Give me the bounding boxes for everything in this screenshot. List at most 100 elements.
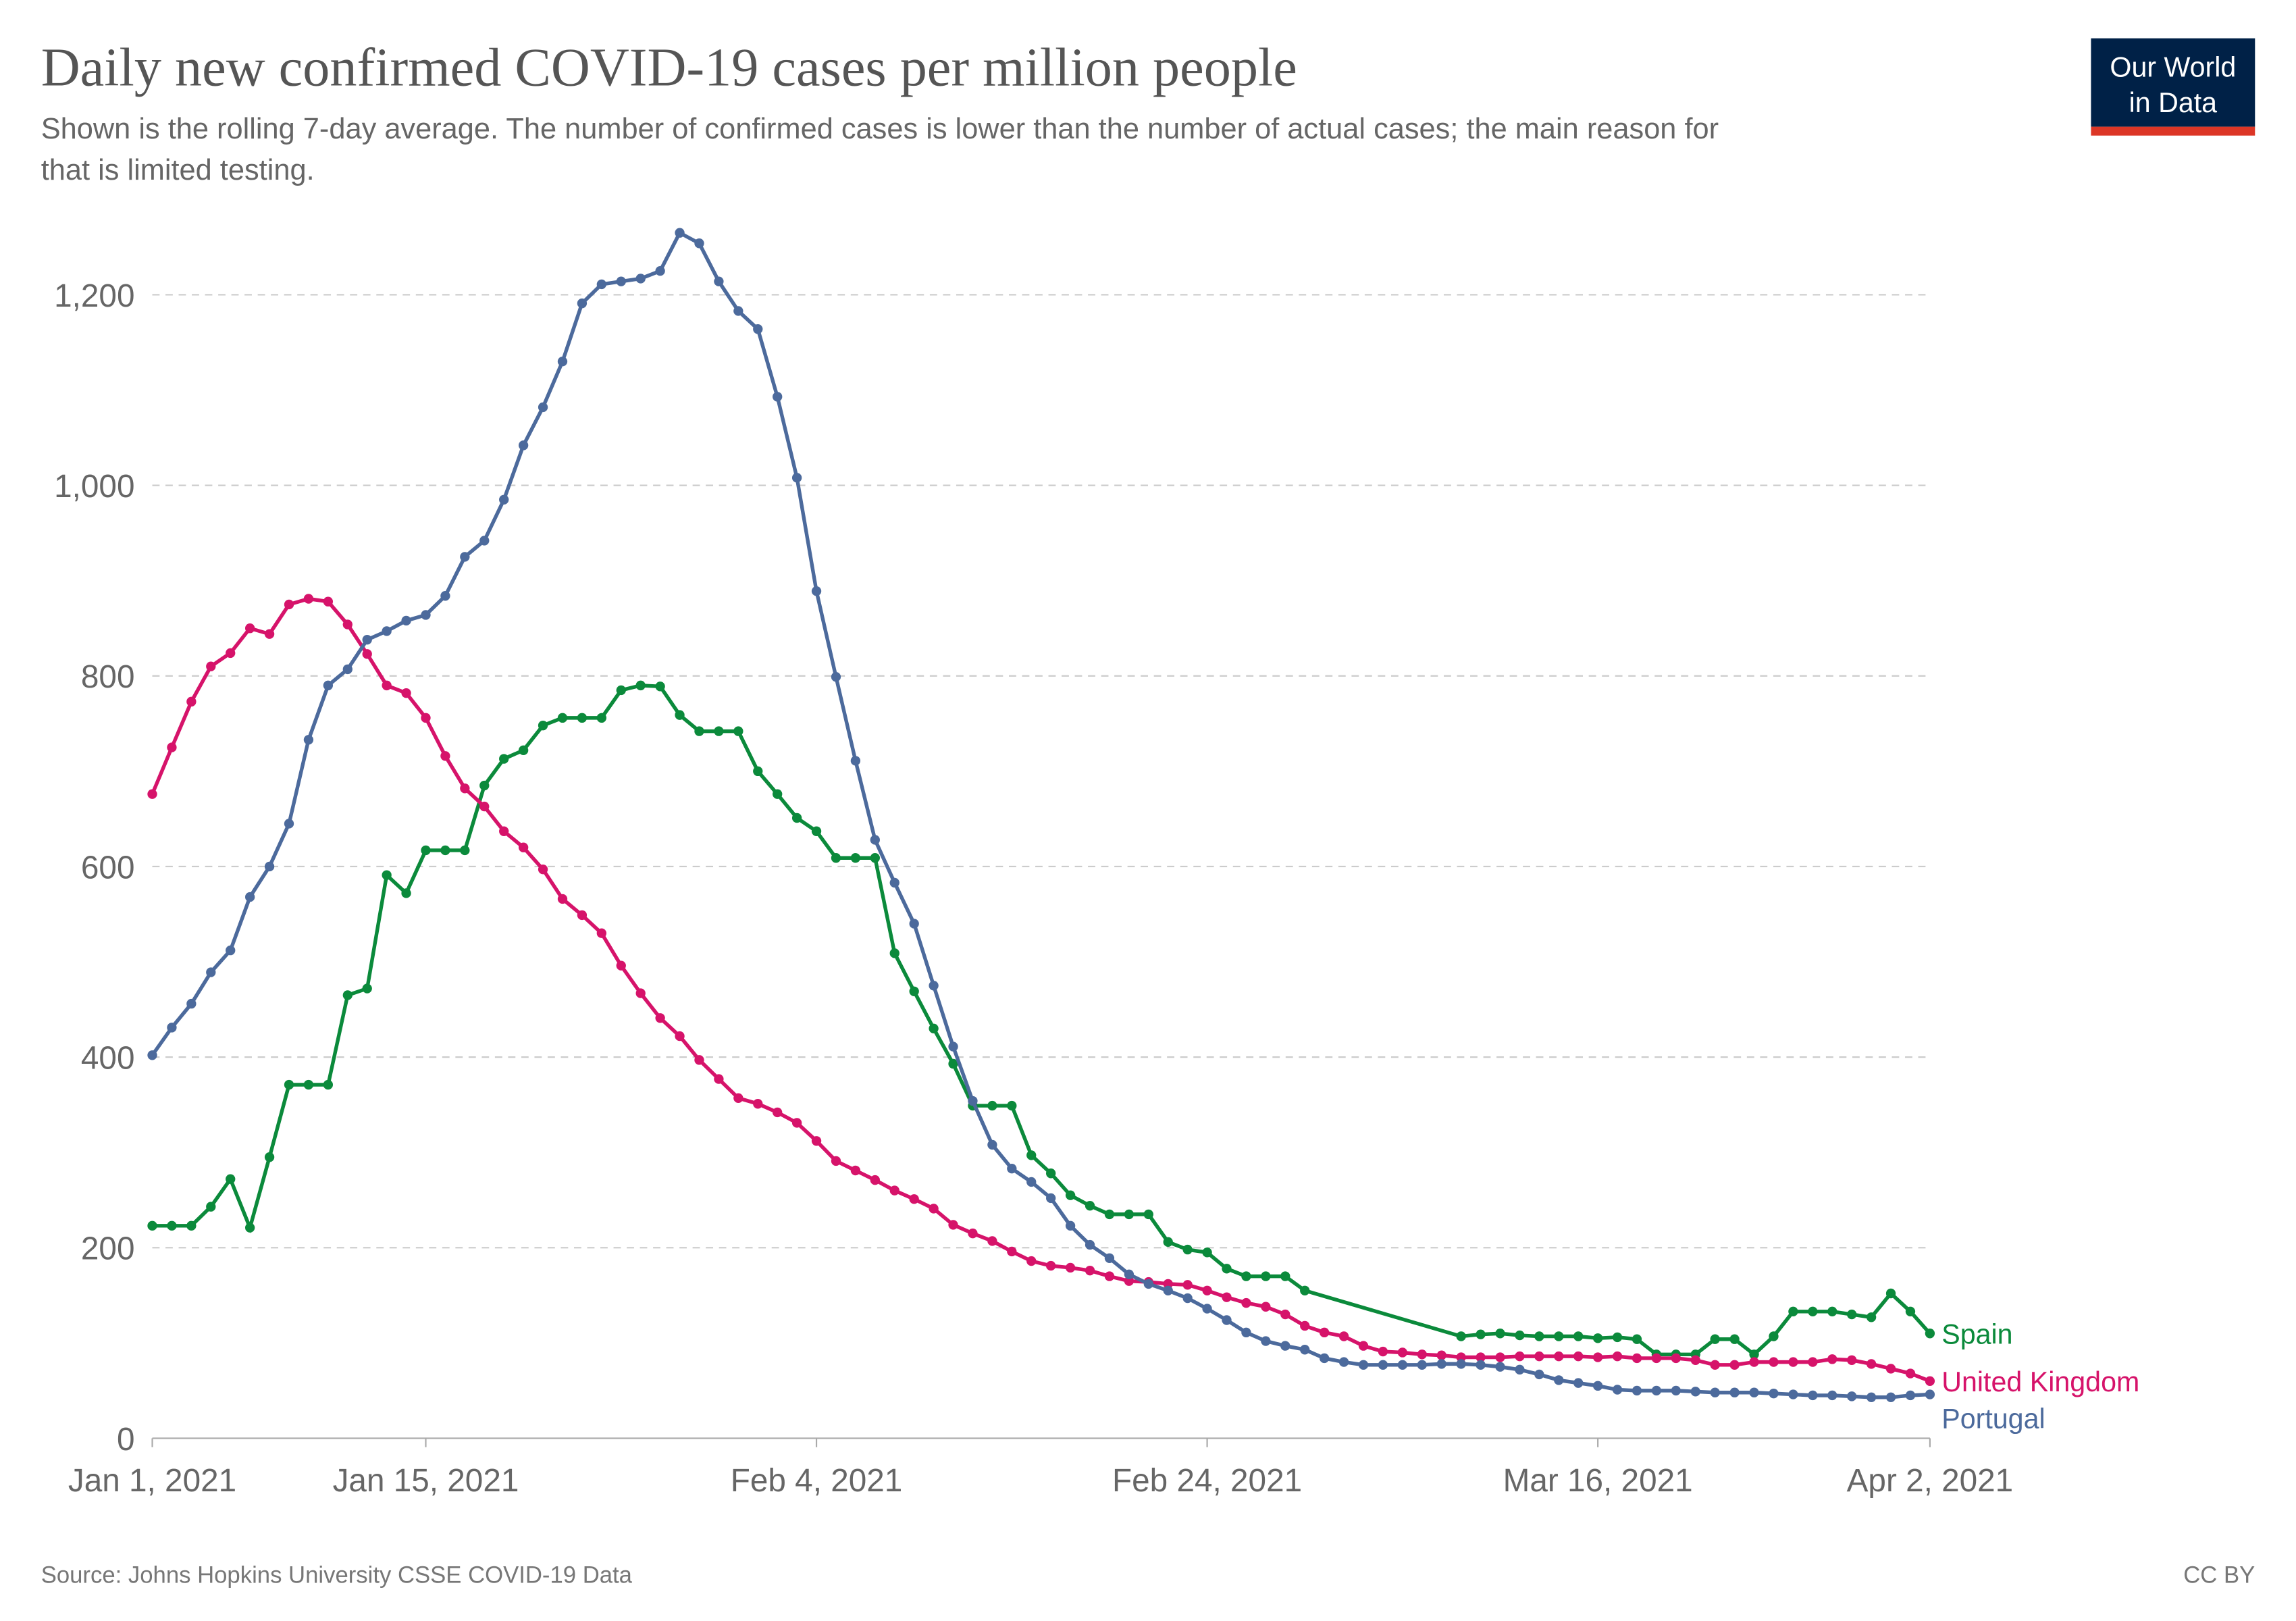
point — [655, 265, 665, 276]
point — [675, 228, 685, 238]
point — [1885, 1392, 1896, 1402]
point — [479, 780, 490, 791]
point — [303, 735, 314, 745]
point — [1534, 1351, 1544, 1362]
point — [714, 1074, 724, 1084]
point — [1222, 1315, 1232, 1325]
point — [1378, 1346, 1388, 1357]
point — [244, 1223, 255, 1233]
point — [791, 1118, 802, 1128]
point — [303, 1079, 314, 1090]
point — [1632, 1353, 1642, 1364]
point — [1476, 1329, 1486, 1339]
point — [850, 1165, 861, 1176]
point — [1065, 1190, 1076, 1200]
point — [1378, 1360, 1388, 1370]
point — [1554, 1375, 1564, 1385]
point — [440, 751, 450, 761]
point — [694, 1055, 704, 1065]
point — [733, 1093, 743, 1103]
point — [1690, 1355, 1700, 1365]
point — [186, 696, 197, 707]
point — [929, 1023, 939, 1033]
point — [147, 1220, 157, 1231]
point — [596, 928, 606, 938]
point — [1885, 1364, 1896, 1374]
point — [1554, 1351, 1564, 1362]
logo-text: Our World — [2110, 51, 2236, 82]
point — [1143, 1209, 1153, 1220]
point — [1866, 1312, 1877, 1322]
point — [401, 615, 411, 626]
point — [538, 864, 548, 875]
point — [1866, 1392, 1877, 1402]
x-tick-label: Jan 15, 2021 — [333, 1463, 519, 1499]
point — [870, 853, 880, 863]
point — [811, 826, 822, 836]
point — [284, 599, 294, 610]
point — [1163, 1237, 1173, 1247]
point — [264, 1152, 275, 1162]
point — [1046, 1193, 1056, 1204]
chart-title: Daily new confirmed COVID-19 cases per m… — [41, 37, 1297, 97]
point — [1456, 1359, 1466, 1369]
y-tick-label: 1,200 — [54, 278, 134, 314]
point — [753, 766, 763, 777]
point — [342, 990, 353, 1000]
point — [264, 861, 275, 872]
point — [577, 298, 588, 309]
point — [773, 392, 783, 402]
point — [1124, 1209, 1134, 1220]
x-tick-label: Apr 2, 2021 — [1847, 1463, 2014, 1499]
point — [1182, 1244, 1193, 1255]
point — [1065, 1220, 1076, 1231]
point — [1280, 1341, 1290, 1351]
point — [733, 306, 743, 316]
point — [1397, 1347, 1408, 1358]
point — [1007, 1100, 1017, 1111]
point — [1007, 1163, 1017, 1174]
point — [342, 664, 353, 675]
point — [226, 648, 236, 659]
point — [889, 948, 899, 958]
point — [1710, 1387, 1720, 1397]
point — [1202, 1247, 1212, 1258]
point — [1085, 1239, 1095, 1250]
point — [831, 671, 841, 682]
point — [1808, 1357, 1818, 1367]
point — [909, 919, 919, 929]
point — [909, 986, 919, 996]
point — [538, 720, 548, 731]
point — [226, 1174, 236, 1184]
point — [1808, 1390, 1818, 1401]
point — [1261, 1302, 1271, 1312]
point — [460, 845, 470, 856]
point — [226, 945, 236, 956]
point — [1495, 1362, 1505, 1372]
point — [753, 1099, 763, 1109]
y-tick-label: 0 — [117, 1422, 135, 1458]
point — [1827, 1390, 1837, 1401]
point — [557, 356, 568, 367]
point — [1280, 1309, 1290, 1320]
point — [244, 623, 255, 634]
point — [616, 276, 626, 286]
x-tick-label: Feb 24, 2021 — [1112, 1463, 1302, 1499]
point — [1671, 1353, 1681, 1364]
point — [479, 536, 490, 546]
point — [1905, 1368, 1916, 1379]
point — [167, 742, 177, 752]
license: CC BY — [2183, 1562, 2255, 1588]
point — [518, 842, 529, 852]
x-tick-label: Jan 1, 2021 — [68, 1463, 236, 1499]
point — [889, 877, 899, 888]
point — [206, 661, 216, 671]
point — [1905, 1390, 1916, 1401]
point — [870, 1175, 880, 1185]
point — [635, 680, 646, 691]
subtitle: Shown is the rolling 7-day average. The … — [41, 113, 1719, 145]
point — [987, 1139, 997, 1150]
point — [1104, 1209, 1115, 1220]
point — [577, 713, 588, 723]
